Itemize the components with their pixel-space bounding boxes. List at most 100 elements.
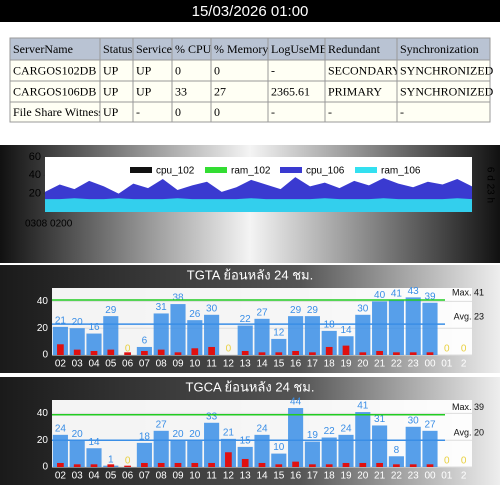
x-tick-label: 18 bbox=[324, 359, 336, 370]
data-label: 0 bbox=[461, 456, 467, 467]
x-tick-label: 07 bbox=[139, 471, 151, 482]
bar bbox=[153, 430, 169, 467]
bar bbox=[304, 316, 320, 355]
chart-title: TGCA ย้อนหลัง 24 ชม. bbox=[186, 379, 315, 394]
bar bbox=[254, 434, 270, 467]
cell-text: SYNCHRONIZED bbox=[400, 84, 494, 98]
x-tick-label: 10 bbox=[189, 359, 201, 370]
bar bbox=[388, 456, 404, 467]
x-tick-label: 2 bbox=[461, 471, 467, 482]
bar bbox=[107, 464, 115, 467]
cell-text: - bbox=[271, 63, 275, 77]
data-label: 20 bbox=[72, 317, 84, 328]
bar bbox=[52, 326, 68, 355]
bar bbox=[372, 425, 388, 467]
x-tick-label: 03 bbox=[72, 471, 84, 482]
bar bbox=[141, 350, 148, 355]
cell-text: - bbox=[271, 105, 275, 119]
cell-text: Status bbox=[103, 42, 133, 56]
legend-swatch bbox=[205, 167, 227, 173]
bar bbox=[225, 452, 232, 467]
x-tick-label: 22 bbox=[391, 471, 403, 482]
x-tick-label: 10 bbox=[189, 471, 201, 482]
cell-text: 0 bbox=[175, 63, 181, 77]
y-tick-label: 60 bbox=[29, 151, 41, 163]
bar bbox=[321, 330, 337, 355]
bar bbox=[187, 320, 203, 355]
x-tick-label: 07 bbox=[139, 359, 151, 370]
data-label: 27 bbox=[156, 419, 168, 430]
bar bbox=[393, 464, 400, 467]
reference-label: Max. 39 bbox=[452, 402, 484, 412]
data-label: 14 bbox=[88, 437, 100, 448]
bar bbox=[254, 318, 270, 355]
cell-text: 27 bbox=[214, 84, 226, 98]
bar bbox=[342, 345, 350, 355]
data-label: 6 bbox=[142, 336, 148, 347]
bar bbox=[124, 352, 131, 355]
table-cell bbox=[267, 101, 326, 123]
x-tick-label: 11 bbox=[206, 471, 217, 482]
data-label: 21 bbox=[55, 316, 67, 327]
data-label: 12 bbox=[273, 328, 285, 339]
x-tick-label: 23 bbox=[408, 359, 420, 370]
bar bbox=[426, 464, 434, 467]
bar bbox=[86, 333, 102, 355]
x-tick-label: 14 bbox=[256, 359, 268, 370]
x-tick-label: 05 bbox=[105, 471, 117, 482]
bar bbox=[271, 453, 287, 467]
data-label: 19 bbox=[307, 430, 319, 441]
cell-text: ServerName bbox=[13, 42, 73, 56]
bar bbox=[204, 422, 220, 467]
cell-text: % Memory bbox=[214, 42, 268, 56]
data-label: 21 bbox=[223, 428, 235, 439]
bar bbox=[170, 304, 186, 355]
x-tick-label: 0308 0200 bbox=[25, 219, 73, 230]
cell-text: 0 bbox=[175, 105, 181, 119]
legend-label: ram_106 bbox=[381, 166, 421, 177]
data-label: 33 bbox=[206, 411, 218, 422]
x-tick-label: 02 bbox=[55, 471, 67, 482]
bar bbox=[405, 297, 421, 355]
x-tick-label: 18 bbox=[324, 471, 336, 482]
data-label: 24 bbox=[340, 423, 352, 434]
bar bbox=[73, 349, 81, 355]
bar bbox=[359, 462, 367, 467]
data-label: 18 bbox=[324, 320, 336, 331]
data-label: 20 bbox=[189, 429, 201, 440]
y-tick-label: 40 bbox=[37, 408, 49, 419]
x-tick-label: 19 bbox=[340, 359, 352, 370]
data-label: 0 bbox=[444, 344, 450, 355]
bar bbox=[409, 464, 417, 467]
bar bbox=[174, 352, 182, 355]
data-label: 20 bbox=[72, 429, 84, 440]
bar bbox=[409, 352, 417, 355]
x-tick-label: 06 bbox=[122, 471, 134, 482]
reference-label: Avg. 20 bbox=[454, 428, 484, 438]
data-label: 30 bbox=[357, 303, 369, 314]
x-tick-label: 21 bbox=[374, 359, 386, 370]
bar bbox=[258, 462, 266, 467]
series-area bbox=[45, 198, 472, 212]
x-tick-label: 23 bbox=[408, 471, 420, 482]
data-label: 0 bbox=[226, 344, 232, 355]
x-tick-label: 03 bbox=[72, 359, 84, 370]
bar bbox=[191, 348, 199, 355]
x-tick-label: 17 bbox=[307, 359, 319, 370]
x-tick-label: 22 bbox=[391, 359, 403, 370]
cell-text: UP bbox=[136, 84, 152, 98]
bar bbox=[355, 314, 371, 355]
bar bbox=[57, 344, 64, 355]
data-label: 27 bbox=[424, 419, 436, 430]
x-tick-label: 21 bbox=[374, 471, 386, 482]
bar bbox=[208, 346, 215, 355]
data-label: 29 bbox=[105, 305, 117, 316]
bar bbox=[309, 352, 316, 355]
data-label: 26 bbox=[189, 309, 201, 320]
data-label: 44 bbox=[290, 397, 302, 408]
annotation: 6 d 23 h bbox=[484, 167, 495, 203]
bar bbox=[426, 352, 434, 355]
x-tick-label: 20 bbox=[357, 471, 369, 482]
cell-text: - bbox=[400, 105, 404, 119]
bar bbox=[90, 464, 98, 467]
